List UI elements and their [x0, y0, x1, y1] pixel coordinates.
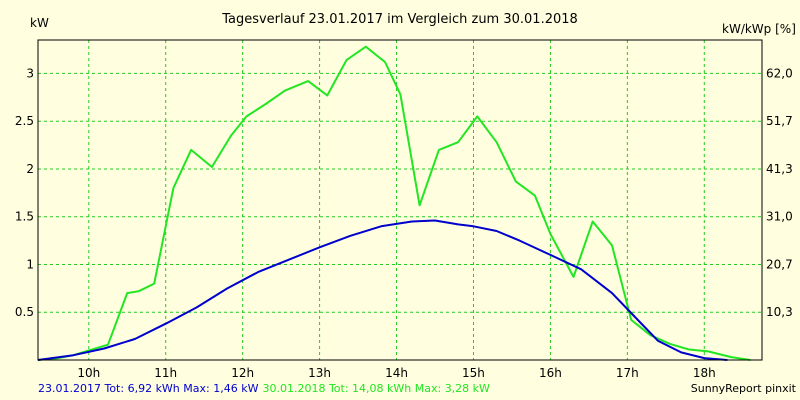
y-tick-label-left: 2	[26, 162, 34, 176]
series-group	[37, 45, 751, 361]
chart-title: Tagesverlauf 23.01.2017 im Vergleich zum…	[221, 12, 578, 27]
series-line-23.01.2017	[37, 219, 728, 361]
y-tick-label-left: 2.5	[15, 114, 34, 128]
y-tick-label-left: 3	[26, 66, 34, 80]
x-tick-label: 17h	[616, 366, 639, 380]
x-tick-label: 14h	[385, 366, 408, 380]
y-tick-label-right: 10,3	[766, 305, 793, 319]
y-tick-label-left: 0.5	[15, 305, 34, 319]
credit-text: SunnyReport pinxit	[690, 382, 796, 395]
x-tick-label: 10h	[77, 366, 100, 380]
y-tick-label-right: 62,0	[766, 66, 793, 80]
y-tick-label-right: 51,7	[766, 114, 793, 128]
x-tick-label: 18h	[693, 366, 716, 380]
legend-series-2018: 30.01.2018 Tot: 14,08 kWh Max: 3,28 kW	[262, 382, 490, 395]
footer-credit: SunnyReport pinxit	[691, 382, 796, 395]
y-axis-left-label: kW	[30, 16, 49, 30]
tick-labels: 10h 11h 12h 13h 14h 15h 16h 17h 18h 0.5 10,3 1 20,7 1…	[15, 66, 793, 380]
y-tick-label-right: 20,7	[766, 257, 793, 271]
x-tick-label: 16h	[539, 366, 562, 380]
y-tick-label-left: 1.5	[15, 210, 34, 224]
legend-series-2017: 23.01.2017 Tot: 6,92 kWh Max: 1,46 kW	[38, 382, 259, 395]
y-axis-right-label: kW/kWp [%]	[722, 22, 796, 36]
x-tick-label: 12h	[231, 366, 254, 380]
series-line-30.01.2018	[37, 45, 751, 361]
x-tick-label: 13h	[308, 366, 331, 380]
footer-legend: 23.01.2017 Tot: 6,92 kWh Max: 1,46 kW 30.…	[38, 382, 494, 395]
y-tick-label-right: 31,0	[766, 210, 793, 224]
x-tick-label: 15h	[462, 366, 485, 380]
y-tick-label-left: 1	[26, 257, 34, 271]
x-tick-label: 11h	[154, 366, 177, 380]
y-tick-label-right: 41,3	[766, 162, 793, 176]
plot-border	[37, 39, 763, 361]
